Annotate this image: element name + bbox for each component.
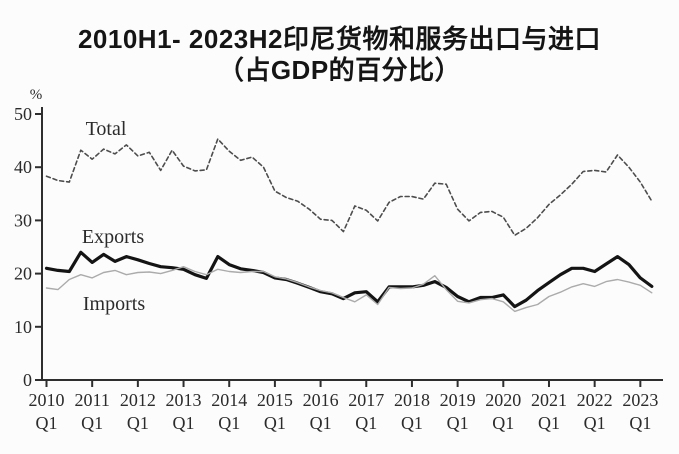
series-label-total: Total <box>86 118 127 140</box>
y-tick-label: 20 <box>14 264 32 284</box>
y-tick-label: 50 <box>14 104 32 124</box>
y-axis-unit-label: % <box>30 87 43 103</box>
x-tick-label-year: 2011 <box>75 390 110 410</box>
x-tick-label-year: 2021 <box>531 390 567 410</box>
chart-title-line1: 2010H1- 2023H2印尼货物和服务出口与进口 <box>77 24 602 54</box>
x-tick-label-year: 2023 <box>622 390 658 410</box>
x-tick-label-quarter: Q1 <box>584 413 606 433</box>
x-tick-label-quarter: Q1 <box>81 413 103 433</box>
x-tick-label-year: 2020 <box>485 390 521 410</box>
x-tick-label-quarter: Q1 <box>218 413 240 433</box>
y-tick-label: 10 <box>14 317 32 337</box>
x-tick-label-year: 2014 <box>211 390 247 410</box>
y-tick-label: 40 <box>14 157 32 177</box>
chart-title-line2: （占GDP的百分比） <box>217 55 462 85</box>
x-tick-label-year: 2013 <box>166 390 202 410</box>
x-tick-label-quarter: Q1 <box>492 413 514 433</box>
imports-series-line <box>45 266 653 313</box>
x-tick-label-quarter: Q1 <box>355 413 377 433</box>
chart-title: 2010H1- 2023H2印尼货物和服务出口与进口 （占GDP的百分比） <box>0 24 679 86</box>
total-series-line <box>45 138 653 237</box>
x-tick-label-quarter: Q1 <box>629 413 651 433</box>
x-tick-label-year: 2017 <box>348 390 384 410</box>
x-tick-label-year: 2022 <box>577 390 613 410</box>
x-tick-label-year: 2016 <box>303 390 339 410</box>
x-tick-label-quarter: Q1 <box>173 413 195 433</box>
x-tick-label-year: 2015 <box>257 390 293 410</box>
x-tick-label-year: 2010 <box>29 390 65 410</box>
y-tick-label: 0 <box>23 370 32 390</box>
series-label-exports: Exports <box>82 226 144 248</box>
x-tick-label-year: 2019 <box>440 390 476 410</box>
y-tick-label: 30 <box>14 210 32 230</box>
x-tick-label-quarter: Q1 <box>264 413 286 433</box>
series-label-imports: Imports <box>83 293 145 315</box>
x-tick-label-quarter: Q1 <box>127 413 149 433</box>
x-tick-label-quarter: Q1 <box>310 413 332 433</box>
x-tick-label-quarter: Q1 <box>447 413 469 433</box>
x-tick-label-year: 2012 <box>120 390 156 410</box>
x-tick-label-quarter: Q1 <box>538 413 560 433</box>
x-tick-label-quarter: Q1 <box>36 413 58 433</box>
exports-series-line <box>44 250 654 309</box>
x-tick-label-quarter: Q1 <box>401 413 423 433</box>
x-tick-label-year: 2018 <box>394 390 430 410</box>
